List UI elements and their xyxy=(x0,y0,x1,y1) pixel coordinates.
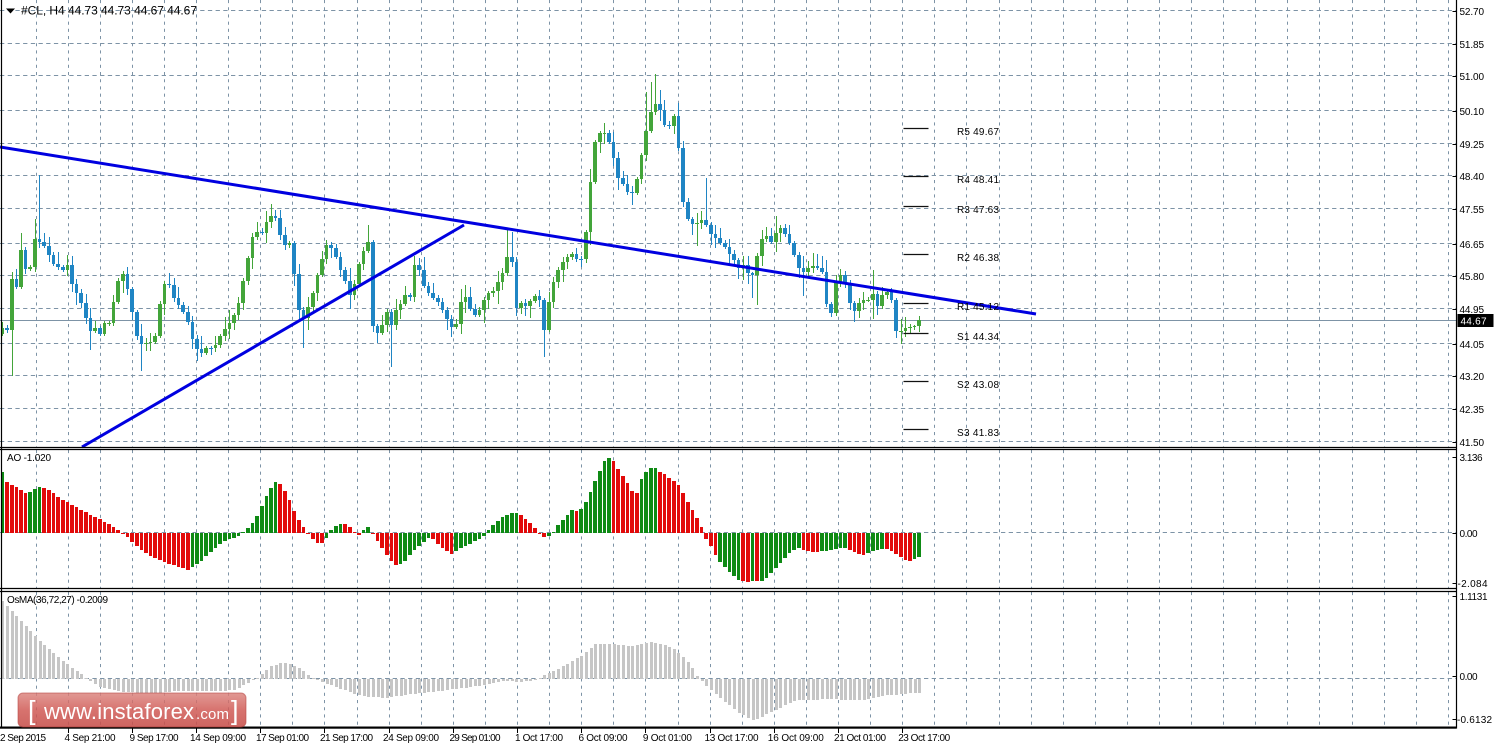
svg-text:#CL, H4 44.73 44.73 44.67 44.: #CL, H4 44.73 44.73 44.67 44.67 xyxy=(21,4,197,18)
svg-text:.com: .com xyxy=(196,706,229,723)
svg-text:44.05: 44.05 xyxy=(1460,340,1485,351)
svg-text:13 Oct 17:00: 13 Oct 17:00 xyxy=(705,733,759,744)
svg-text:21 Oct 01:00: 21 Oct 01:00 xyxy=(834,733,886,744)
svg-text:9 Oct 01:00: 9 Oct 01:00 xyxy=(643,733,692,744)
svg-text:49.25: 49.25 xyxy=(1460,140,1485,151)
svg-text:50.10: 50.10 xyxy=(1460,107,1485,118)
svg-text:]: ] xyxy=(231,696,239,726)
svg-text:51.00: 51.00 xyxy=(1460,72,1485,83)
svg-text:14 Sep 09:00: 14 Sep 09:00 xyxy=(190,733,246,744)
svg-text:S2 43.08: S2 43.08 xyxy=(957,380,999,391)
svg-text:OsMA(36,72,27) -0.2009: OsMA(36,72,27) -0.2009 xyxy=(7,595,108,606)
svg-text:[: [ xyxy=(28,696,36,726)
svg-text:R1 45.12: R1 45.12 xyxy=(957,302,999,313)
svg-text:S3 41.83: S3 41.83 xyxy=(957,428,999,439)
svg-text:46.65: 46.65 xyxy=(1460,240,1485,251)
svg-text:17 Sep 01:00: 17 Sep 01:00 xyxy=(256,733,309,744)
svg-text:R2 46.38: R2 46.38 xyxy=(957,253,999,264)
svg-text:R3 47.63: R3 47.63 xyxy=(957,205,999,216)
svg-text:45.80: 45.80 xyxy=(1460,272,1485,283)
svg-text:44.67: 44.67 xyxy=(1461,316,1487,327)
svg-text:1 Oct 17:00: 1 Oct 17:00 xyxy=(515,733,563,744)
svg-text:42.35: 42.35 xyxy=(1460,405,1485,416)
svg-text:R4 48.41: R4 48.41 xyxy=(957,175,999,186)
svg-text:3.136: 3.136 xyxy=(1460,453,1483,464)
svg-text:43.20: 43.20 xyxy=(1460,372,1485,383)
svg-text:-2.084: -2.084 xyxy=(1458,579,1488,590)
svg-text:4 Sep 21:00: 4 Sep 21:00 xyxy=(65,733,116,744)
svg-text:1.1131: 1.1131 xyxy=(1460,592,1488,603)
svg-text:2 Sep 2015: 2 Sep 2015 xyxy=(0,733,46,744)
svg-text:-0.6132: -0.6132 xyxy=(1457,715,1492,726)
svg-text:47.55: 47.55 xyxy=(1460,205,1485,216)
svg-text:0.00: 0.00 xyxy=(1460,529,1478,540)
svg-text:16 Oct 09:00: 16 Oct 09:00 xyxy=(768,733,824,744)
svg-text:52.70: 52.70 xyxy=(1460,7,1485,18)
svg-text:24 Sep 09:00: 24 Sep 09:00 xyxy=(383,733,439,744)
svg-text:9 Sep 17:00: 9 Sep 17:00 xyxy=(130,733,179,744)
svg-text:51.85: 51.85 xyxy=(1460,40,1485,51)
svg-text:21 Sep 17:00: 21 Sep 17:00 xyxy=(320,733,373,744)
svg-text:41.50: 41.50 xyxy=(1460,438,1485,449)
svg-text:R5 49.67: R5 49.67 xyxy=(957,127,999,138)
svg-text:48.40: 48.40 xyxy=(1460,172,1485,183)
svg-text:www.instaforex: www.instaforex xyxy=(43,699,194,724)
svg-text:AO -1.020: AO -1.020 xyxy=(7,453,51,464)
svg-text:23 Oct 17:00: 23 Oct 17:00 xyxy=(898,733,950,744)
svg-text:S1 44.34: S1 44.34 xyxy=(957,332,999,343)
svg-text:0.00: 0.00 xyxy=(1460,672,1478,683)
svg-text:29 Sep 01:00: 29 Sep 01:00 xyxy=(450,733,501,744)
svg-text:6 Oct 09:00: 6 Oct 09:00 xyxy=(579,733,628,744)
svg-text:44.95: 44.95 xyxy=(1460,305,1485,316)
